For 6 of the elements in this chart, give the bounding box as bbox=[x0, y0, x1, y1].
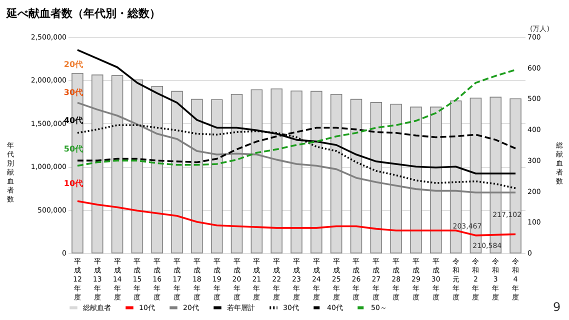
annotation: 20代 bbox=[64, 60, 84, 70]
annotation: 30代 bbox=[64, 88, 84, 98]
annotation: 10代 bbox=[64, 178, 84, 188]
text: 9 bbox=[553, 300, 561, 314]
chart-title: 延べ献血者数（年代別・総数） bbox=[6, 7, 160, 20]
annotation: 50代 bbox=[64, 144, 84, 154]
